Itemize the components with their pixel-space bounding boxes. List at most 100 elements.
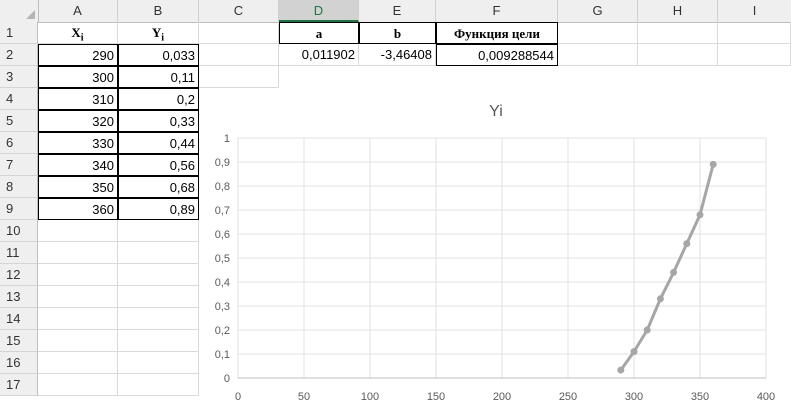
cell-b17[interactable] bbox=[118, 374, 199, 396]
cell-a8[interactable]: 350 bbox=[38, 176, 118, 198]
column-header-h[interactable]: H bbox=[638, 0, 718, 22]
cell-a1[interactable]: Xi bbox=[38, 22, 118, 44]
y-header-subscript: i bbox=[161, 32, 165, 44]
row-header-17[interactable]: 17 bbox=[0, 374, 38, 396]
cell-b13[interactable] bbox=[118, 286, 199, 308]
cell-a9[interactable]: 360 bbox=[38, 198, 118, 220]
select-all-triangle-icon bbox=[26, 10, 35, 19]
cell-a2[interactable]: 290 bbox=[38, 44, 118, 66]
select-all-button[interactable] bbox=[0, 0, 39, 22]
cell-a3[interactable]: 300 bbox=[38, 66, 118, 88]
cell-g1[interactable] bbox=[558, 22, 638, 44]
column-header-b[interactable]: B bbox=[118, 0, 199, 22]
cell-b12[interactable] bbox=[118, 264, 199, 286]
series-line bbox=[619, 164, 715, 371]
cell-a7[interactable]: 340 bbox=[38, 154, 118, 176]
cell-e1[interactable]: b bbox=[359, 22, 436, 44]
cell-b3[interactable]: 0,11 bbox=[118, 66, 199, 88]
cell-i1[interactable] bbox=[718, 22, 791, 44]
cell-d2[interactable]: 0,011902 bbox=[279, 44, 359, 66]
cell-b8[interactable]: 0,68 bbox=[118, 176, 199, 198]
data-point bbox=[670, 268, 678, 276]
cell-b5[interactable]: 0,33 bbox=[118, 110, 199, 132]
row-header-1[interactable]: 1 bbox=[0, 22, 38, 44]
row-header-8[interactable]: 8 bbox=[0, 176, 38, 198]
row-header-13[interactable]: 13 bbox=[0, 286, 38, 308]
cell-i2[interactable] bbox=[718, 44, 791, 66]
cell-a15[interactable] bbox=[38, 330, 118, 352]
cell-c1[interactable] bbox=[199, 22, 279, 44]
cell-a6[interactable]: 330 bbox=[38, 132, 118, 154]
y-tick-label: 0,5 bbox=[215, 253, 230, 265]
cell-a12[interactable] bbox=[38, 264, 118, 286]
cell-b6[interactable]: 0,44 bbox=[118, 132, 199, 154]
x-tick-label: 150 bbox=[427, 391, 445, 403]
cell-a4[interactable]: 310 bbox=[38, 88, 118, 110]
column-header-d[interactable]: D bbox=[279, 0, 359, 22]
cell-b15[interactable] bbox=[118, 330, 199, 352]
cell-b1[interactable]: Yi bbox=[118, 22, 199, 44]
cell-b10[interactable] bbox=[118, 220, 199, 242]
row-header-16[interactable]: 16 bbox=[0, 352, 38, 374]
column-header-e[interactable]: E bbox=[359, 0, 436, 22]
cell-h1[interactable] bbox=[638, 22, 718, 44]
data-point bbox=[643, 326, 651, 334]
cell-f1[interactable]: Функция цели bbox=[436, 22, 558, 44]
cell-e2[interactable]: -3,46408 bbox=[359, 44, 436, 66]
cell-b4[interactable]: 0,2 bbox=[118, 88, 199, 110]
y-tick-label: 0,2 bbox=[215, 325, 230, 337]
row-header-15[interactable]: 15 bbox=[0, 330, 38, 352]
row-header-5[interactable]: 5 bbox=[0, 110, 38, 132]
cell-b9[interactable]: 0,89 bbox=[118, 198, 199, 220]
y-tick-label: 0,9 bbox=[215, 157, 230, 169]
cell-c2[interactable] bbox=[199, 44, 279, 66]
cell-a13[interactable] bbox=[38, 286, 118, 308]
cell-b11[interactable] bbox=[118, 242, 199, 264]
row-header-4[interactable]: 4 bbox=[0, 88, 38, 110]
x-tick-label: 50 bbox=[298, 391, 310, 403]
cell-a17[interactable] bbox=[38, 374, 118, 396]
cell-b7[interactable]: 0,56 bbox=[118, 154, 199, 176]
x-tick-label: 200 bbox=[493, 391, 511, 403]
cell-g2[interactable] bbox=[558, 44, 638, 66]
y-tick-label: 0,8 bbox=[215, 181, 230, 193]
column-header-a[interactable]: A bbox=[38, 0, 118, 22]
cell-h2[interactable] bbox=[638, 44, 718, 66]
y-tick-label: 0,1 bbox=[215, 349, 230, 361]
chart-area bbox=[200, 88, 791, 407]
cell-a5[interactable]: 320 bbox=[38, 110, 118, 132]
data-point bbox=[696, 211, 704, 219]
y-tick-label: 0 bbox=[224, 373, 230, 385]
cell-f2[interactable]: 0,009288544 bbox=[436, 44, 558, 66]
row-header-10[interactable]: 10 bbox=[0, 220, 38, 242]
row-header-11[interactable]: 11 bbox=[0, 242, 38, 264]
cell-a10[interactable] bbox=[38, 220, 118, 242]
cell-d1[interactable]: a bbox=[279, 22, 359, 44]
column-header-f[interactable]: F bbox=[436, 0, 558, 22]
column-header-g[interactable]: G bbox=[558, 0, 638, 22]
chart-title: Yi bbox=[489, 103, 503, 120]
x-tick-label: 0 bbox=[235, 391, 241, 403]
row-header-2[interactable]: 2 bbox=[0, 44, 38, 66]
x-tick-label: 300 bbox=[625, 391, 643, 403]
y-tick-label: 1 bbox=[224, 133, 230, 145]
column-header-c[interactable]: C bbox=[199, 0, 279, 22]
row-header-12[interactable]: 12 bbox=[0, 264, 38, 286]
row-header-3[interactable]: 3 bbox=[0, 66, 38, 88]
cell-c3[interactable] bbox=[199, 66, 279, 88]
row-header-7[interactable]: 7 bbox=[0, 154, 38, 176]
row-header-9[interactable]: 9 bbox=[0, 198, 38, 220]
cell-a16[interactable] bbox=[38, 352, 118, 374]
row-header-14[interactable]: 14 bbox=[0, 308, 38, 330]
cell-a14[interactable] bbox=[38, 308, 118, 330]
cell-b2[interactable]: 0,033 bbox=[118, 44, 199, 66]
cell-b14[interactable] bbox=[118, 308, 199, 330]
row-header-6[interactable]: 6 bbox=[0, 132, 38, 154]
y-tick-label: 0,7 bbox=[215, 205, 230, 217]
cell-a11[interactable] bbox=[38, 242, 118, 264]
column-header-i[interactable]: I bbox=[718, 0, 791, 22]
cell-b16[interactable] bbox=[118, 352, 199, 374]
yi-line-chart[interactable]: Yi 0 0,1 0,2 0,3 0,4 0,5 0,6 0,7 0,8 0,9 1 0 50 100 1… bbox=[200, 88, 791, 407]
data-point bbox=[656, 295, 664, 303]
